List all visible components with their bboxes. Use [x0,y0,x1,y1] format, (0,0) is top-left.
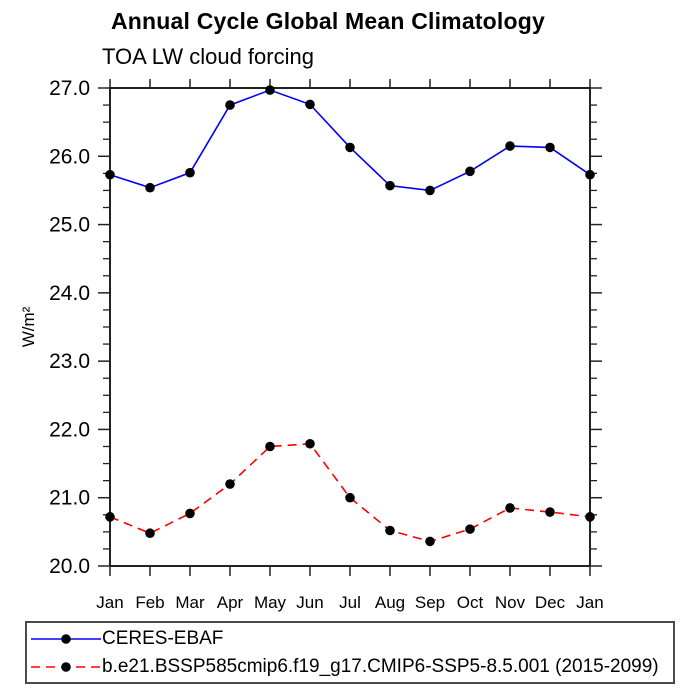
data-point-marker [505,141,515,151]
data-point-marker [145,528,155,539]
data-point-marker [265,441,275,452]
data-point-marker [385,180,395,191]
data-point-marker [185,508,195,519]
y-tick-label: 22.0 [49,418,90,441]
data-point-marker [345,142,355,153]
data-point-marker [305,438,315,449]
data-point-marker [105,169,115,180]
y-tick-label: 27.0 [49,77,90,100]
chart-subtitle: TOA LW cloud forcing [102,44,314,69]
data-point-marker [465,166,475,177]
y-tick-label: 26.0 [49,145,90,168]
legend-item-model: b.e21.BSSP585cmip6.f19_g17.CMIP6-SSP5-8.… [31,653,673,680]
data-point-marker [185,167,195,178]
y-tick-label: 21.0 [49,487,90,510]
x-tick-label: Nov [495,593,526,612]
x-tick-label: Apr [217,593,244,612]
data-point-marker [225,100,235,110]
data-point-marker [225,479,235,489]
y-axis-title: W/m² [19,306,38,347]
chart-title: Annual Cycle Global Mean Climatology [110,8,546,34]
x-tick-label: Jul [339,593,361,612]
legend-label: CERES-EBAF [102,627,224,649]
chart-canvas: Jan Feb Mar Apr May Jun Jul Aug Sep Oct Nov Dec Jan 2… [19,77,604,612]
y-tick-label: 24.0 [49,282,90,305]
data-point-marker [345,492,355,503]
plot-frame [109,87,591,567]
data-point-marker [385,525,395,536]
y-tick-label: 25.0 [49,214,90,237]
series-line-0 [109,89,591,192]
data-point-marker [305,99,315,110]
x-tick-label: Jan [96,593,123,612]
x-tick-label: Jun [296,593,323,612]
x-tick-label: Aug [375,593,405,612]
data-point-marker [105,512,115,522]
legend-line-sample-icon [31,661,101,672]
data-point-marker [265,85,275,95]
data-point-marker [425,536,435,547]
data-point-marker [145,182,155,193]
x-tick-label: Feb [135,593,164,612]
y-tick-label: 23.0 [49,350,90,373]
chart-legend: CERES-EBAF b.e21.BSSP585cmip6.f19_g17.CM… [25,621,675,684]
data-point-marker [425,185,435,196]
legend-label: b.e21.BSSP585cmip6.f19_g17.CMIP6-SSP5-8.… [102,655,659,677]
data-point-marker [585,169,595,180]
x-tick-label: Jan [576,593,603,612]
data-point-marker [545,142,555,153]
x-tick-label: May [254,593,287,612]
x-tick-label: Sep [415,593,445,612]
legend-item-ceres: CERES-EBAF [31,625,673,652]
x-tick-label: Dec [535,593,566,612]
x-tick-label: Mar [175,593,205,612]
legend-line-sample-icon [31,633,101,644]
y-tick-label: 20.0 [49,555,90,578]
data-point-marker [545,507,555,517]
x-tick-label: Oct [457,593,484,612]
data-point-marker [585,512,595,522]
series-line-1 [109,442,591,543]
data-point-marker [505,503,515,513]
data-point-marker [465,524,475,534]
